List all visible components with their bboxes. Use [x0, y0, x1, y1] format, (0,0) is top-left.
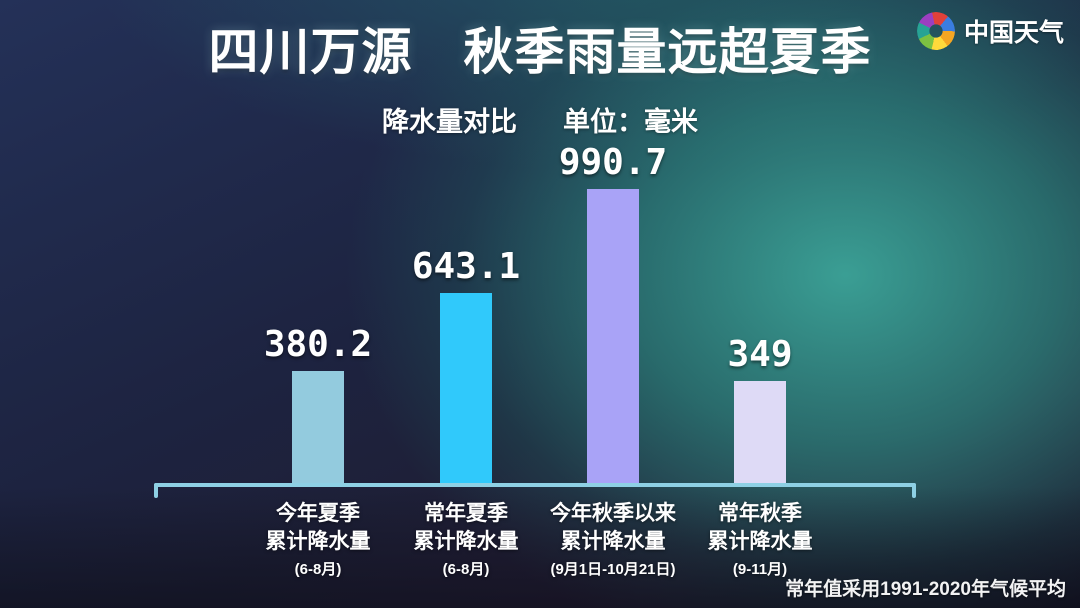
- category-period: (6-8月): [294, 560, 342, 578]
- chart-unit-label: 单位：毫米: [563, 107, 698, 137]
- bar-value-label: 643.1: [411, 246, 521, 287]
- category-label-summer-normal: 常年夏季 累计降水量 (6-8月): [356, 500, 576, 579]
- bar-column-autumn-normal: 349: [680, 337, 840, 485]
- brand-logo: 中国天气: [913, 8, 1064, 54]
- category-period: (9月1日-10月21日): [550, 560, 676, 578]
- category-line1: 常年秋季: [718, 502, 802, 525]
- page-title: 四川万源 秋季雨量远超夏季: [208, 24, 872, 80]
- bar-value-label: 380.2: [263, 324, 373, 365]
- bar-column-summer-this-year: 380.2: [238, 327, 398, 485]
- bar-value-label: 349: [727, 334, 793, 375]
- category-line1: 今年夏季: [276, 502, 360, 525]
- category-line2: 累计降水量: [413, 529, 519, 553]
- x-axis-line: [154, 483, 916, 498]
- brand-name: 中国天气: [963, 19, 1064, 47]
- category-line2: 累计降水量: [265, 529, 371, 553]
- category-period: (9-11月): [732, 560, 788, 578]
- pinwheel-logo-icon: [913, 8, 959, 54]
- category-line1: 常年夏季: [424, 502, 508, 525]
- category-line2: 累计降水量: [707, 529, 813, 553]
- bar-rect-autumn-this-year: [587, 189, 639, 485]
- x-axis-left-tick: [154, 483, 158, 498]
- bar-value-label: 990.7: [558, 142, 668, 183]
- category-line2: 累计降水量: [560, 529, 666, 553]
- bar-rect-summer-normal: [440, 293, 492, 485]
- category-label-summer-this-year: 今年夏季 累计降水量 (6-8月): [208, 500, 428, 579]
- x-axis-right-tick: [912, 483, 916, 498]
- chart-subtitle: 降水量对比: [382, 107, 517, 137]
- bar-rect-autumn-normal: [734, 381, 786, 485]
- bar-column-summer-normal: 643.1: [386, 249, 546, 485]
- category-label-autumn-this-year: 今年秋季以来 累计降水量 (9月1日-10月21日): [503, 500, 723, 579]
- normal-value-note: 常年值采用1991-2020年气候平均: [785, 579, 1066, 600]
- category-period: (6-8月): [442, 560, 490, 578]
- chart-subtitle-row: 降水量对比 单位：毫米: [0, 100, 1080, 139]
- category-label-autumn-normal: 常年秋季 累计降水量 (9-11月): [650, 500, 870, 579]
- bar-column-autumn-this-year: 990.7: [533, 145, 693, 485]
- bar-rect-summer-this-year: [292, 371, 344, 485]
- category-line1: 今年秋季以来: [550, 502, 676, 525]
